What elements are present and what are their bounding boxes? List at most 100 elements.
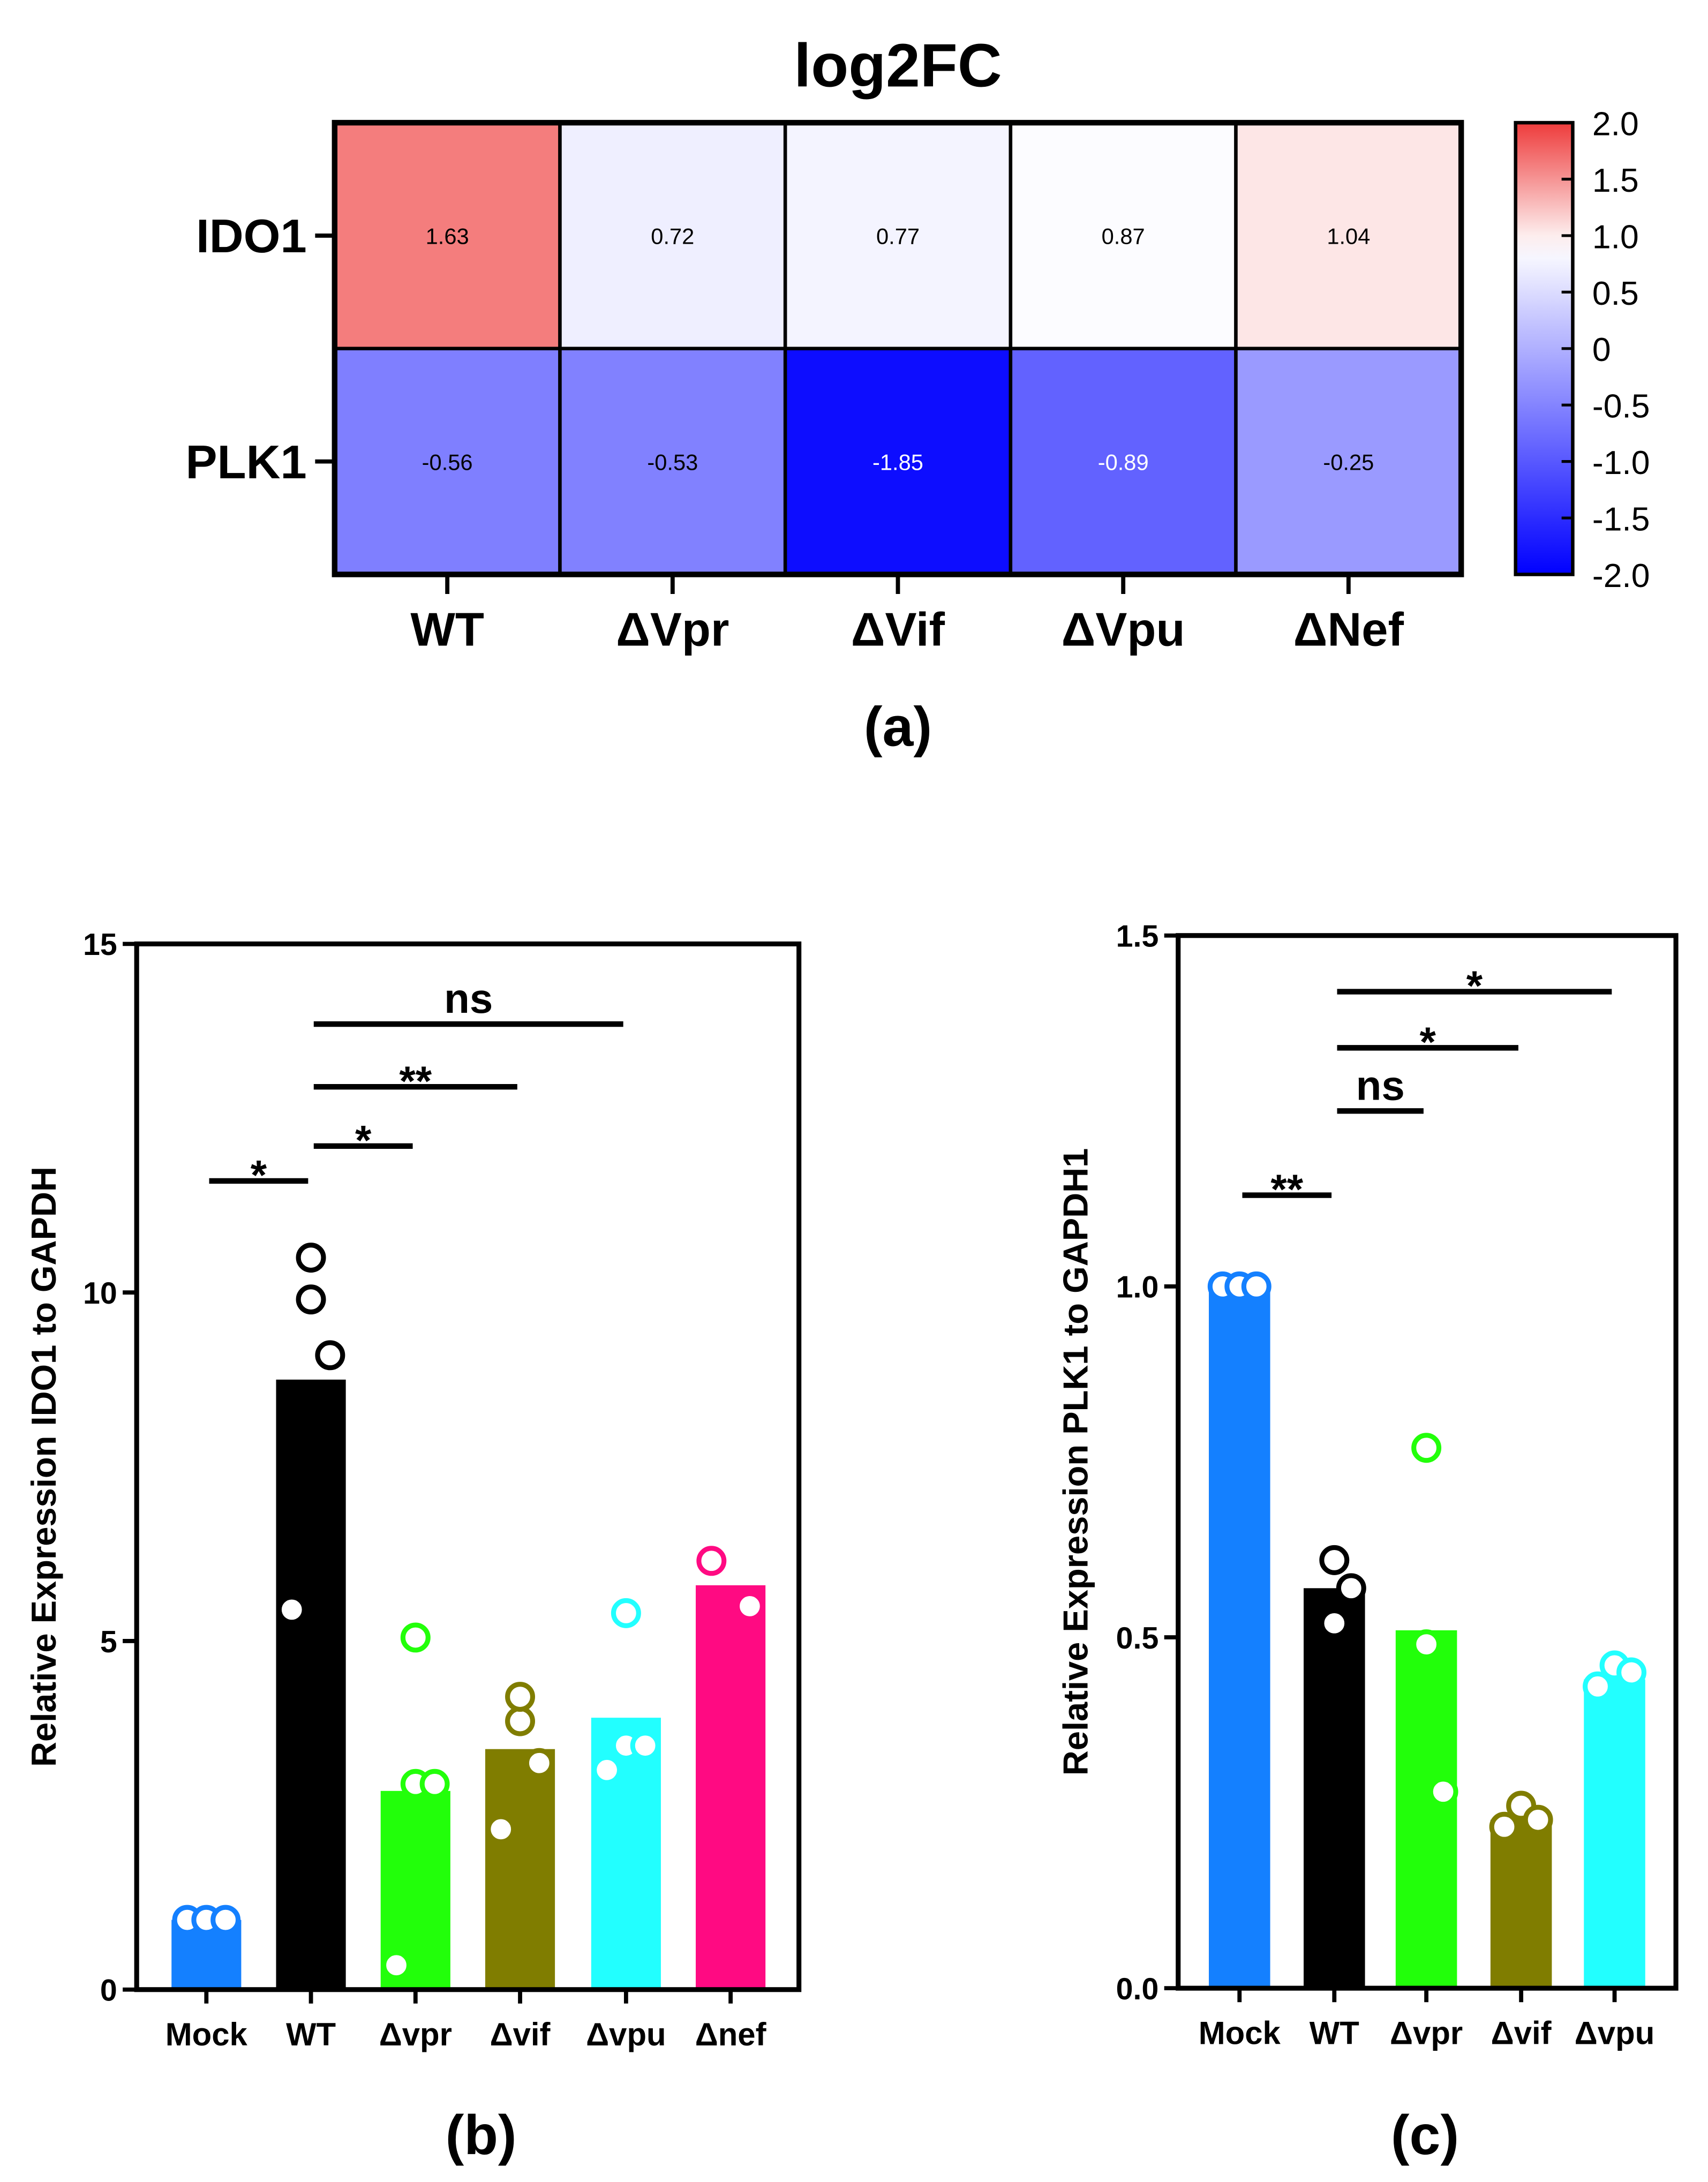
y-axis-label: Relative Expression PLK1 to GAPDH1	[1056, 1148, 1095, 1775]
data-point	[1428, 1777, 1458, 1807]
heatmap-cell-value: -0.89	[1098, 449, 1149, 475]
plot-frame	[1176, 933, 1679, 1991]
column-label: ΔVif	[851, 603, 945, 656]
y-tick-label: 0.0	[1116, 1972, 1159, 2006]
y-tick-label: 15	[83, 928, 117, 962]
heatmap-cell-value: 0.87	[1102, 224, 1145, 249]
significance-label: *	[1466, 962, 1483, 1009]
data-point	[210, 1905, 241, 1935]
data-point	[1523, 1804, 1553, 1835]
column-label: ΔVpu	[1062, 603, 1185, 656]
colorbar-tick-label: -1.0	[1592, 444, 1650, 481]
data-point	[400, 1622, 431, 1653]
heatmap-cell-value: -1.85	[872, 449, 923, 475]
row-label: IDO1	[196, 209, 307, 262]
column-label: WT	[410, 603, 484, 656]
heatmap-cell-value: 1.63	[426, 224, 469, 249]
y-tick-label: 5	[100, 1625, 117, 1659]
plot-frame	[134, 941, 802, 1992]
y-tick-label: 1.5	[1116, 920, 1159, 954]
significance-label: ns	[444, 975, 493, 1022]
data-point	[696, 1546, 727, 1576]
data-point	[611, 1598, 641, 1628]
panel-label-a: (a)	[864, 696, 932, 758]
heatmap-cell-value: 1.04	[1327, 224, 1370, 249]
heatmap-cell	[558, 121, 787, 351]
colorbar-tick-label: 1.0	[1592, 218, 1639, 255]
colorbar-tick-label: 0	[1592, 331, 1611, 368]
bar-4	[1584, 1679, 1645, 1989]
colorbar-tick-label: 0.5	[1592, 275, 1639, 312]
data-point	[419, 1769, 450, 1799]
data-point	[296, 1284, 326, 1315]
data-point	[296, 1243, 326, 1273]
colorbar-tick-label: -1.5	[1592, 501, 1650, 538]
data-point	[1411, 1433, 1442, 1463]
data-point	[486, 1814, 516, 1845]
data-point	[381, 1950, 411, 1981]
x-tick-label: Δvif	[490, 2017, 551, 2052]
data-point	[505, 1682, 536, 1712]
heatmap-title: log2FC	[794, 31, 1002, 100]
row-label: PLK1	[186, 435, 307, 488]
panel-label: (c)	[1391, 2104, 1459, 2166]
heatmap-cell	[333, 121, 562, 351]
significance-label: ns	[1356, 1062, 1405, 1109]
data-point	[276, 1594, 307, 1625]
x-tick-label: WT	[286, 2017, 336, 2052]
y-tick-label: 0.5	[1116, 1621, 1159, 1656]
significance-label: *	[1420, 1018, 1436, 1065]
ido1-bar-chart: Mock WT Δvpr Δvif Δvpu Δnef 0 5 10 15 Relative Exp…	[24, 928, 802, 2166]
bar-2	[1395, 1630, 1457, 1989]
y-tick-label: 0	[100, 1974, 117, 2008]
x-tick-label: Δvpr	[1390, 2015, 1463, 2051]
data-point	[1583, 1671, 1613, 1702]
bar-1	[276, 1379, 346, 1990]
heatmap-border	[332, 119, 1464, 577]
significance-label: *	[251, 1152, 267, 1199]
panel-label: (b)	[446, 2104, 517, 2166]
x-tick-label: Δvpr	[379, 2017, 452, 2052]
data-point	[1411, 1629, 1442, 1660]
heatmap-cell	[1009, 121, 1238, 351]
x-tick-label: Δvif	[1491, 2015, 1552, 2051]
data-point	[1336, 1573, 1366, 1604]
x-tick-label: Δnef	[695, 2017, 767, 2052]
data-point	[734, 1591, 765, 1621]
heatmap-panel: log2FC 1.63 0.72 0.77 0.87 1.04 -0.56 -0.53 -1.8…	[186, 31, 1650, 758]
plk1-bar-chart: Mock WT Δvpr Δvif Δvpu 0.0 0.5 1.0 1.5 Relative E…	[1056, 920, 1679, 2166]
column-label: ΔVpr	[616, 603, 729, 656]
colorbar-tick-label: 1.5	[1592, 162, 1639, 199]
data-point	[524, 1748, 554, 1778]
y-tick-label: 1.0	[1116, 1270, 1159, 1305]
heatmap-cell-value: 0.72	[651, 224, 694, 249]
bar-1	[1304, 1588, 1365, 1989]
data-point	[1319, 1608, 1350, 1638]
y-axis-label: Relative Expression IDO1 to GAPDH	[24, 1167, 63, 1767]
heatmap-cell	[1234, 347, 1463, 576]
data-point	[1489, 1811, 1519, 1842]
data-point	[1616, 1657, 1647, 1688]
x-tick-label: Mock	[1199, 2015, 1281, 2051]
x-tick-label: WT	[1310, 2015, 1359, 2051]
x-tick-label: Mock	[165, 2017, 248, 2052]
colorbar-tick-label: -2.0	[1592, 557, 1650, 595]
heatmap-cell-value: -0.56	[422, 449, 473, 475]
heatmap-cell-value: -0.25	[1323, 449, 1374, 475]
bar-5	[696, 1585, 766, 1990]
data-point	[315, 1340, 345, 1371]
data-point	[505, 1706, 536, 1736]
data-point	[630, 1730, 660, 1761]
significance-label: **	[1270, 1165, 1303, 1213]
x-tick-label: Δvpu	[1575, 2015, 1654, 2051]
bar-3	[1490, 1819, 1552, 1989]
bar-0	[1209, 1286, 1270, 1989]
column-label: ΔNef	[1293, 603, 1404, 656]
heatmap-cell	[783, 347, 1013, 576]
significance-label: *	[355, 1116, 372, 1163]
data-point	[1241, 1271, 1271, 1301]
heatmap-cell-value: -0.53	[647, 449, 698, 475]
data-point	[1319, 1545, 1350, 1575]
y-tick-label: 10	[83, 1276, 117, 1311]
